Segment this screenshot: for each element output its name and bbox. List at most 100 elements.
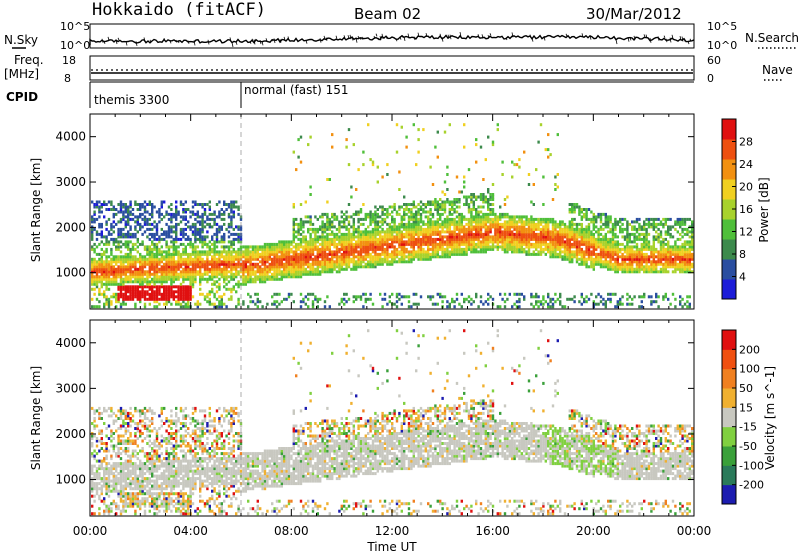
power-cell-3073 <box>417 212 420 216</box>
power-cell-410 <box>127 208 130 211</box>
power-cell-1839 <box>273 257 276 261</box>
power-cell-2046 <box>299 220 303 224</box>
power-cell-899 <box>170 225 173 229</box>
power-cell-1488 <box>225 250 228 254</box>
power-cell-1473 <box>223 200 226 204</box>
power-cell-4525 <box>599 242 603 246</box>
power-cell-2861 <box>395 305 399 309</box>
power-cell-4673 <box>616 222 619 226</box>
power-cell-1024 <box>182 280 185 284</box>
power-cell-4801 <box>635 257 639 261</box>
power-cell-786 <box>160 232 163 236</box>
power-cell-1424 <box>220 305 223 309</box>
power-cell-945 <box>175 260 178 264</box>
power-cell-839 <box>165 240 168 244</box>
power-cell-3263 <box>439 205 442 209</box>
power-cell-2137 <box>309 135 312 139</box>
power-cell-4187 <box>556 235 559 239</box>
power-cell-1376 <box>215 285 219 289</box>
power-cell-540 <box>139 225 142 229</box>
power-cell-1186 <box>196 272 199 276</box>
power-cell-144 <box>105 295 108 299</box>
power-cell-3897 <box>515 222 519 226</box>
power-cell-251 <box>115 267 118 271</box>
power-cell-4254 <box>566 232 569 236</box>
power-cell-2987 <box>407 203 411 206</box>
power-cell-606 <box>146 275 149 279</box>
power-cell-3680 <box>487 232 490 236</box>
power-cell-1841 <box>273 252 276 256</box>
power-cell-4019 <box>535 300 538 304</box>
power-cell-2443 <box>345 210 348 214</box>
power-cell-406 <box>127 217 130 221</box>
power-cell-2199 <box>319 297 322 301</box>
power-cell-3260 <box>439 215 442 219</box>
power-cell-2776 <box>383 217 387 221</box>
power-cell-835 <box>165 252 168 256</box>
power-cell-1537 <box>230 222 233 226</box>
power-cell-2955 <box>405 230 408 234</box>
power-cell-53 <box>95 280 99 284</box>
power-cell-4783 <box>633 260 636 264</box>
power-cell-2622 <box>367 237 370 241</box>
power-cell-3985 <box>530 295 533 299</box>
power-cell-1155 <box>194 302 197 306</box>
power-cell-4641 <box>614 260 617 264</box>
power-cell-650 <box>148 203 151 206</box>
power-cell-2174 <box>314 232 317 236</box>
power-cell-4401 <box>585 257 588 261</box>
power-cell-3834 <box>508 292 511 296</box>
power-cell-3491 <box>465 230 468 234</box>
power-cell-2592 <box>364 292 367 296</box>
power-cell-2368 <box>338 255 341 259</box>
power-cell-3479 <box>463 145 466 149</box>
power-cell-2915 <box>400 232 403 236</box>
power-cell-4420 <box>587 265 591 269</box>
power-cell-3984 <box>530 302 533 306</box>
power-cell-573 <box>143 302 147 306</box>
power-cell-3148 <box>427 227 430 231</box>
power-cell-4430 <box>587 235 591 239</box>
power-cell-1726 <box>256 300 259 304</box>
power-cell-1468 <box>223 222 226 226</box>
power-cell-4636 <box>614 292 617 296</box>
power-cell-234 <box>112 225 115 229</box>
power-cell-4453 <box>590 220 593 224</box>
power-cell-3120 <box>424 255 427 259</box>
power-cell-2375 <box>338 230 341 234</box>
power-cell-655 <box>151 290 154 294</box>
power-cell-1139 <box>191 262 195 266</box>
power-cell-846 <box>167 300 171 304</box>
power-cell-371 <box>124 235 127 239</box>
power-cell-2120 <box>309 255 312 259</box>
power-cell-2913 <box>400 237 403 241</box>
power-cell-1705 <box>251 255 255 259</box>
power-cell-4900 <box>647 240 651 244</box>
power-cell-2708 <box>376 237 379 241</box>
power-cell-2320 <box>331 225 334 229</box>
power-cell-772 <box>160 280 163 284</box>
power-cell-473 <box>134 280 137 284</box>
power-cell-3323 <box>446 225 449 229</box>
power-cell-3827 <box>506 227 509 231</box>
power-cell-1828 <box>273 302 276 306</box>
power-cell-1346 <box>213 305 216 309</box>
power-cell-2178 <box>316 305 319 309</box>
power-cell-3742 <box>494 230 497 234</box>
power-cell-1249 <box>201 225 204 229</box>
power-cell-4267 <box>568 240 571 244</box>
power-cell-2171 <box>314 240 317 244</box>
power-cell-318 <box>119 208 123 211</box>
power-cell-2265 <box>326 260 329 264</box>
power-cell-3272 <box>441 247 444 251</box>
power-cell-3303 <box>443 208 447 211</box>
power-cell-4090 <box>544 242 547 246</box>
power-cell-2865 <box>395 260 399 264</box>
power-cell-2860 <box>393 203 396 206</box>
power-cell-1798 <box>266 245 269 249</box>
power-cell-47 <box>93 205 96 209</box>
power-cell-1185 <box>196 300 199 304</box>
power-cell-399 <box>127 242 130 246</box>
power-cell-4402 <box>585 252 588 256</box>
power-cell-4333 <box>575 225 579 229</box>
